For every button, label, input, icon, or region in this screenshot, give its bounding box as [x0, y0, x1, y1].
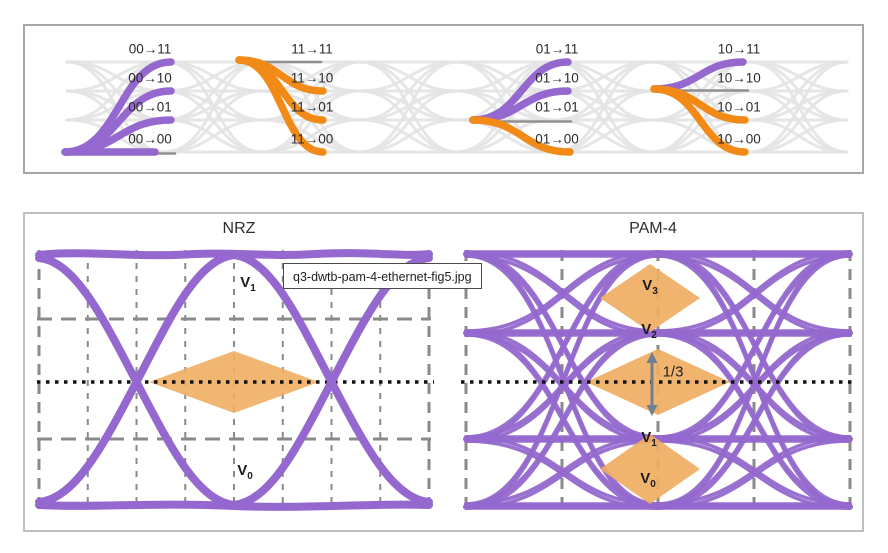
transition-label: 01→11: [535, 41, 579, 57]
transition-label: 10→01: [717, 99, 761, 115]
transition-label: 10→10: [717, 70, 761, 86]
pam4-level-label-v2: V2: [641, 321, 657, 341]
nrz-level-label-v0: V0: [237, 462, 253, 482]
transition-label: 10→11: [717, 41, 761, 57]
transition-label: 11→01: [290, 99, 334, 115]
nrz-title: NRZ: [222, 220, 256, 237]
transition-label: 11→00: [290, 131, 334, 147]
pam4-title: PAM-4: [629, 220, 677, 237]
transition-label: 11→10: [290, 70, 334, 86]
eye-comparison-panel: NRZ PAM-4 V1 V0 V3 V2 V1 V0 1/3: [23, 212, 864, 532]
pam4-level-label-v0: V0: [640, 470, 656, 490]
transition-curves-svg: [61, 56, 849, 156]
nrz-level-label-v1: V1: [240, 274, 256, 294]
transition-overview-panel: 00→11 00→10 00→01 00→00 11→11 11→10 11→0…: [23, 24, 864, 174]
transition-label: 00→00: [128, 131, 172, 147]
pam4-level-label-v1: V1: [641, 429, 657, 449]
filename-tooltip: q3-dwtb-pam-4-ethernet-fig5.jpg: [283, 263, 482, 289]
transition-label: 00→01: [128, 99, 172, 115]
transition-label: 11→11: [291, 41, 333, 57]
transition-label: 01→00: [535, 131, 579, 147]
transition-label: 01→10: [535, 70, 579, 86]
transition-label: 01→01: [535, 99, 579, 115]
pam4-level-label-v3: V3: [642, 277, 658, 297]
transition-label: 00→11: [128, 41, 172, 57]
transition-label: 00→10: [128, 70, 172, 86]
transition-label: 10→00: [717, 131, 761, 147]
eye-diagrams-svg: [35, 249, 856, 512]
pam4-eye-height-label: 1/3: [662, 363, 684, 381]
